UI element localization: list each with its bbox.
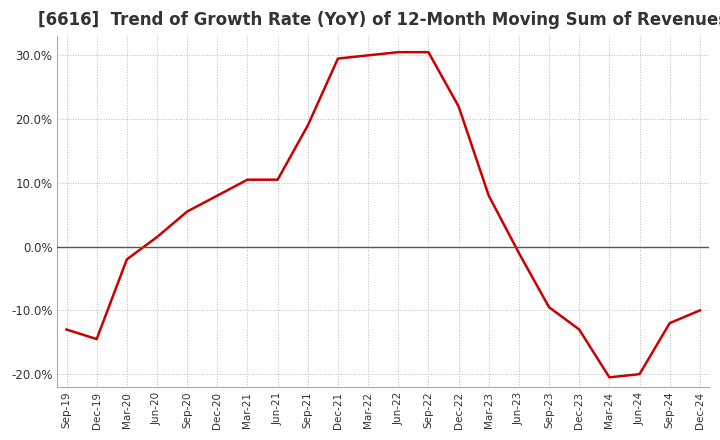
Title: [6616]  Trend of Growth Rate (YoY) of 12-Month Moving Sum of Revenues: [6616] Trend of Growth Rate (YoY) of 12-… [38,11,720,29]
